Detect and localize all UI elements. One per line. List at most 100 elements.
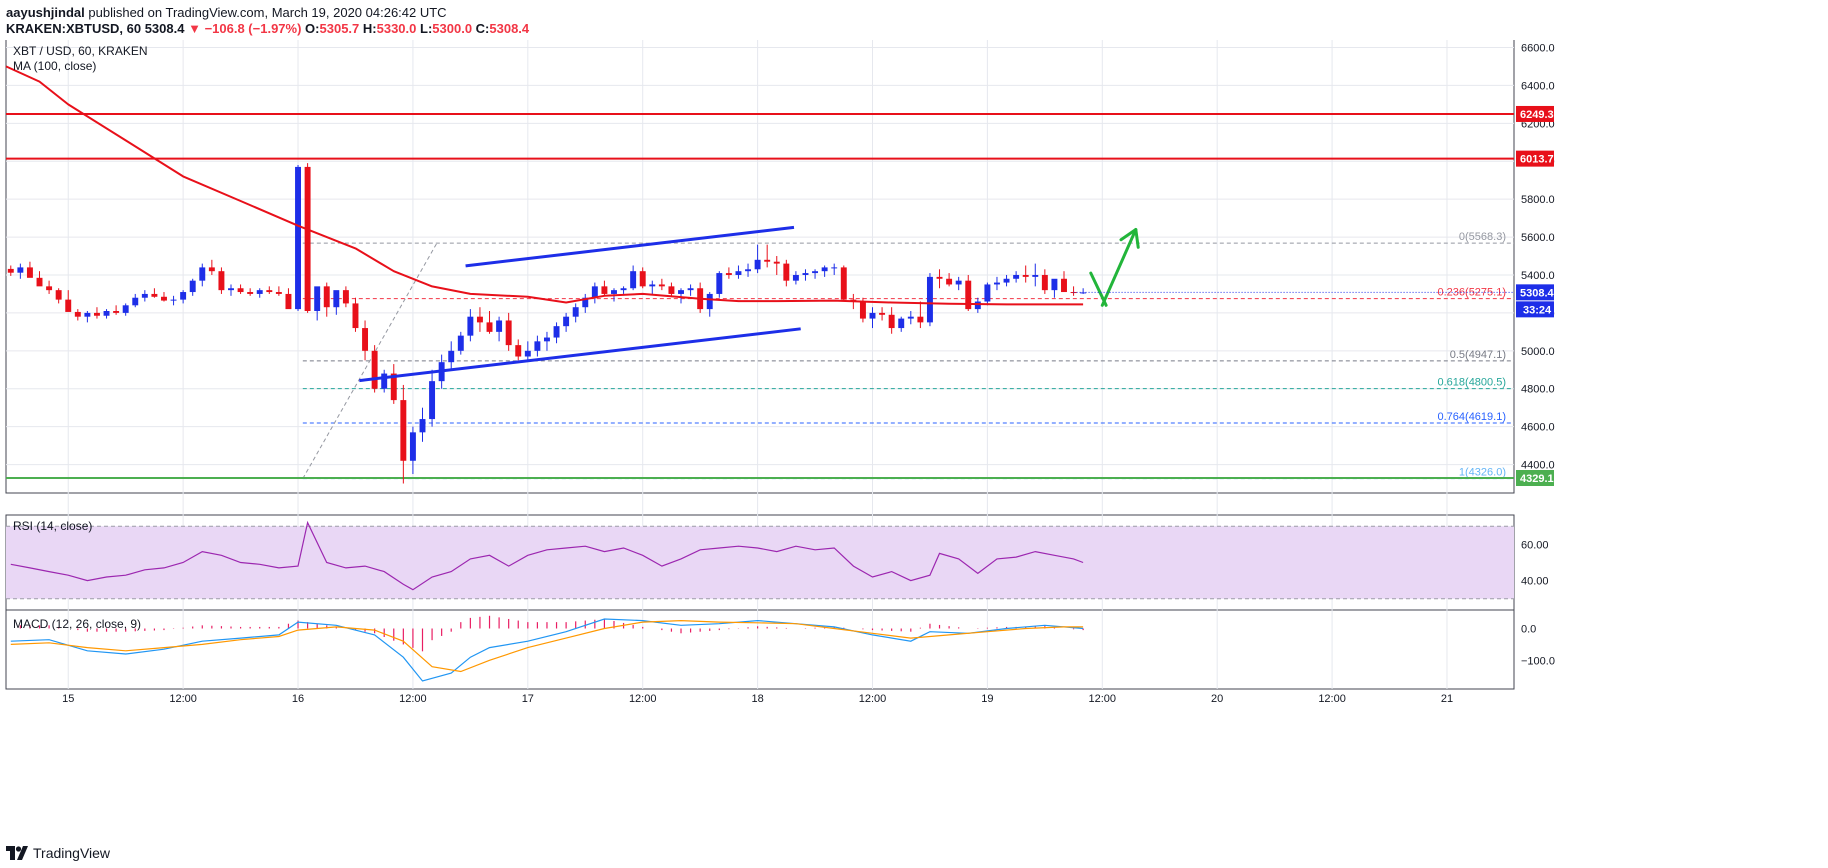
candle-body: [7, 268, 14, 273]
published-text: published on TradingView.com, March 19, …: [88, 5, 447, 20]
candle-body: [840, 267, 847, 300]
x-tick-label: 19: [981, 693, 993, 705]
last-price-label: 5308.4: [1520, 287, 1555, 299]
candle-body: [582, 297, 589, 308]
high-label: H:: [362, 21, 377, 36]
candle-body: [170, 299, 177, 301]
resistance-price-tag: [1516, 150, 1554, 167]
tradingview-brand[interactable]: TradingView: [33, 845, 111, 861]
candle-body: [457, 335, 464, 351]
y-tick-label: 4400.0: [1521, 460, 1555, 472]
candle-body: [812, 271, 819, 274]
candle-body: [295, 166, 301, 310]
candle-body: [534, 341, 541, 351]
projection-arrow-segment: [1100, 227, 1138, 307]
candle-body: [716, 273, 723, 294]
candle-body: [802, 273, 809, 275]
candle-body: [26, 267, 33, 278]
candle-body: [285, 293, 292, 310]
macd-line: [10, 618, 1084, 682]
tradingview-logo-icon[interactable]: [6, 846, 28, 860]
publish-info: aayushjindal published on TradingView.co…: [6, 5, 447, 20]
candle-body: [476, 316, 483, 323]
resistance-price-label: 6249.3: [1520, 109, 1554, 121]
fib-level-label: 1(4326.0): [1459, 467, 1506, 479]
resistance-price-label: 6013.7: [1520, 154, 1554, 166]
candle-body: [907, 316, 914, 319]
candle-body: [113, 311, 120, 313]
channel-lower-line: [359, 327, 801, 383]
rsi-pane[interactable]: RSI (14, close): [6, 519, 1514, 600]
candle-body: [362, 328, 369, 351]
ma-indicator-label: MA (100, close): [13, 59, 96, 73]
candle-body: [879, 312, 886, 315]
candle-body: [228, 288, 234, 291]
ma100-line: [5, 65, 1084, 306]
candle-body: [505, 320, 512, 346]
x-tick-label: 12:00: [1089, 693, 1117, 705]
candle-body: [745, 269, 751, 272]
candle-body: [199, 267, 206, 281]
fib-anchor-line: [302, 242, 438, 479]
fib-level-label: 0.618(4800.5): [1438, 377, 1507, 389]
candle-body: [141, 293, 148, 298]
candle-body: [381, 373, 388, 389]
candle-body: [189, 280, 196, 293]
candle-body: [974, 301, 981, 310]
x-tick-label: 12:00: [859, 693, 887, 705]
candle-body: [706, 293, 713, 310]
candle-body: [946, 278, 953, 285]
candle-body: [180, 292, 187, 300]
rsi-line: [10, 520, 1084, 591]
candle-body: [611, 290, 617, 294]
candle-body: [831, 267, 838, 269]
last-price-tag: [1516, 284, 1554, 301]
candle-body: [515, 345, 522, 357]
candle-body: [448, 350, 455, 363]
candle-body: [390, 373, 397, 401]
price-chart[interactable]: 0(5568.3) 0.236(5275.1) 0.5(4947.1) 0.618(4…: [0, 40, 1828, 848]
candle-body: [103, 311, 110, 316]
main-pane[interactable]: 0(5568.3) 0.236(5275.1) 0.5(4947.1) 0.618(4…: [5, 44, 1514, 484]
candle-body: [1022, 274, 1029, 277]
candle-body: [151, 293, 158, 297]
candle-body: [936, 276, 943, 279]
candle-body: [467, 316, 474, 336]
resistance-price-tag: [1516, 105, 1554, 122]
macd-pane[interactable]: MACD (12, 26, close, 9): [10, 615, 1084, 682]
candle-body: [496, 320, 503, 332]
candle-body: [93, 312, 100, 316]
y-tick-label: 6400.0: [1521, 80, 1555, 92]
fib-level-label: 0(5568.3): [1459, 231, 1506, 243]
y-tick-label: 6600.0: [1521, 42, 1555, 54]
candle-body: [1032, 274, 1039, 277]
candle-body: [678, 290, 684, 294]
macd-title: MACD (12, 26, close, 9): [13, 617, 141, 631]
candle-body: [639, 271, 646, 287]
candle-body: [630, 271, 637, 289]
candle-body: [984, 284, 991, 302]
candle-body: [352, 303, 359, 329]
last-price: 5308.4: [144, 21, 185, 36]
author-name[interactable]: aayushjindal: [6, 5, 85, 20]
candle-body: [304, 166, 311, 311]
candle-body: [36, 277, 43, 287]
candle-body: [132, 297, 139, 306]
x-tick-label: 16: [292, 693, 304, 705]
axes: 15 12:00 16 12:00 17 12:00 18 12:00 19 12:00 20 12:…: [62, 42, 1555, 705]
y-tick-label: 5000.0: [1521, 346, 1555, 358]
candle-body: [275, 292, 282, 294]
candle-body: [687, 288, 694, 291]
candle-body: [543, 337, 550, 342]
symbol-ohlc-line: KRAKEN:XBTUSD, 60 5308.4 ▼ −106.8 (−1.97…: [6, 21, 529, 36]
main-pane-border: [5, 40, 1515, 494]
close-label: C:: [475, 21, 490, 36]
macd-y-tick-label: −100.0: [1521, 655, 1555, 667]
candle-body: [342, 290, 349, 304]
candle-body: [955, 280, 962, 285]
candle-body: [122, 305, 129, 313]
x-tick-label: 20: [1211, 693, 1223, 705]
candle-body: [649, 284, 656, 287]
rsi-y-tick-label: 60.00: [1521, 539, 1549, 551]
close-value: 5308.4: [489, 21, 530, 36]
